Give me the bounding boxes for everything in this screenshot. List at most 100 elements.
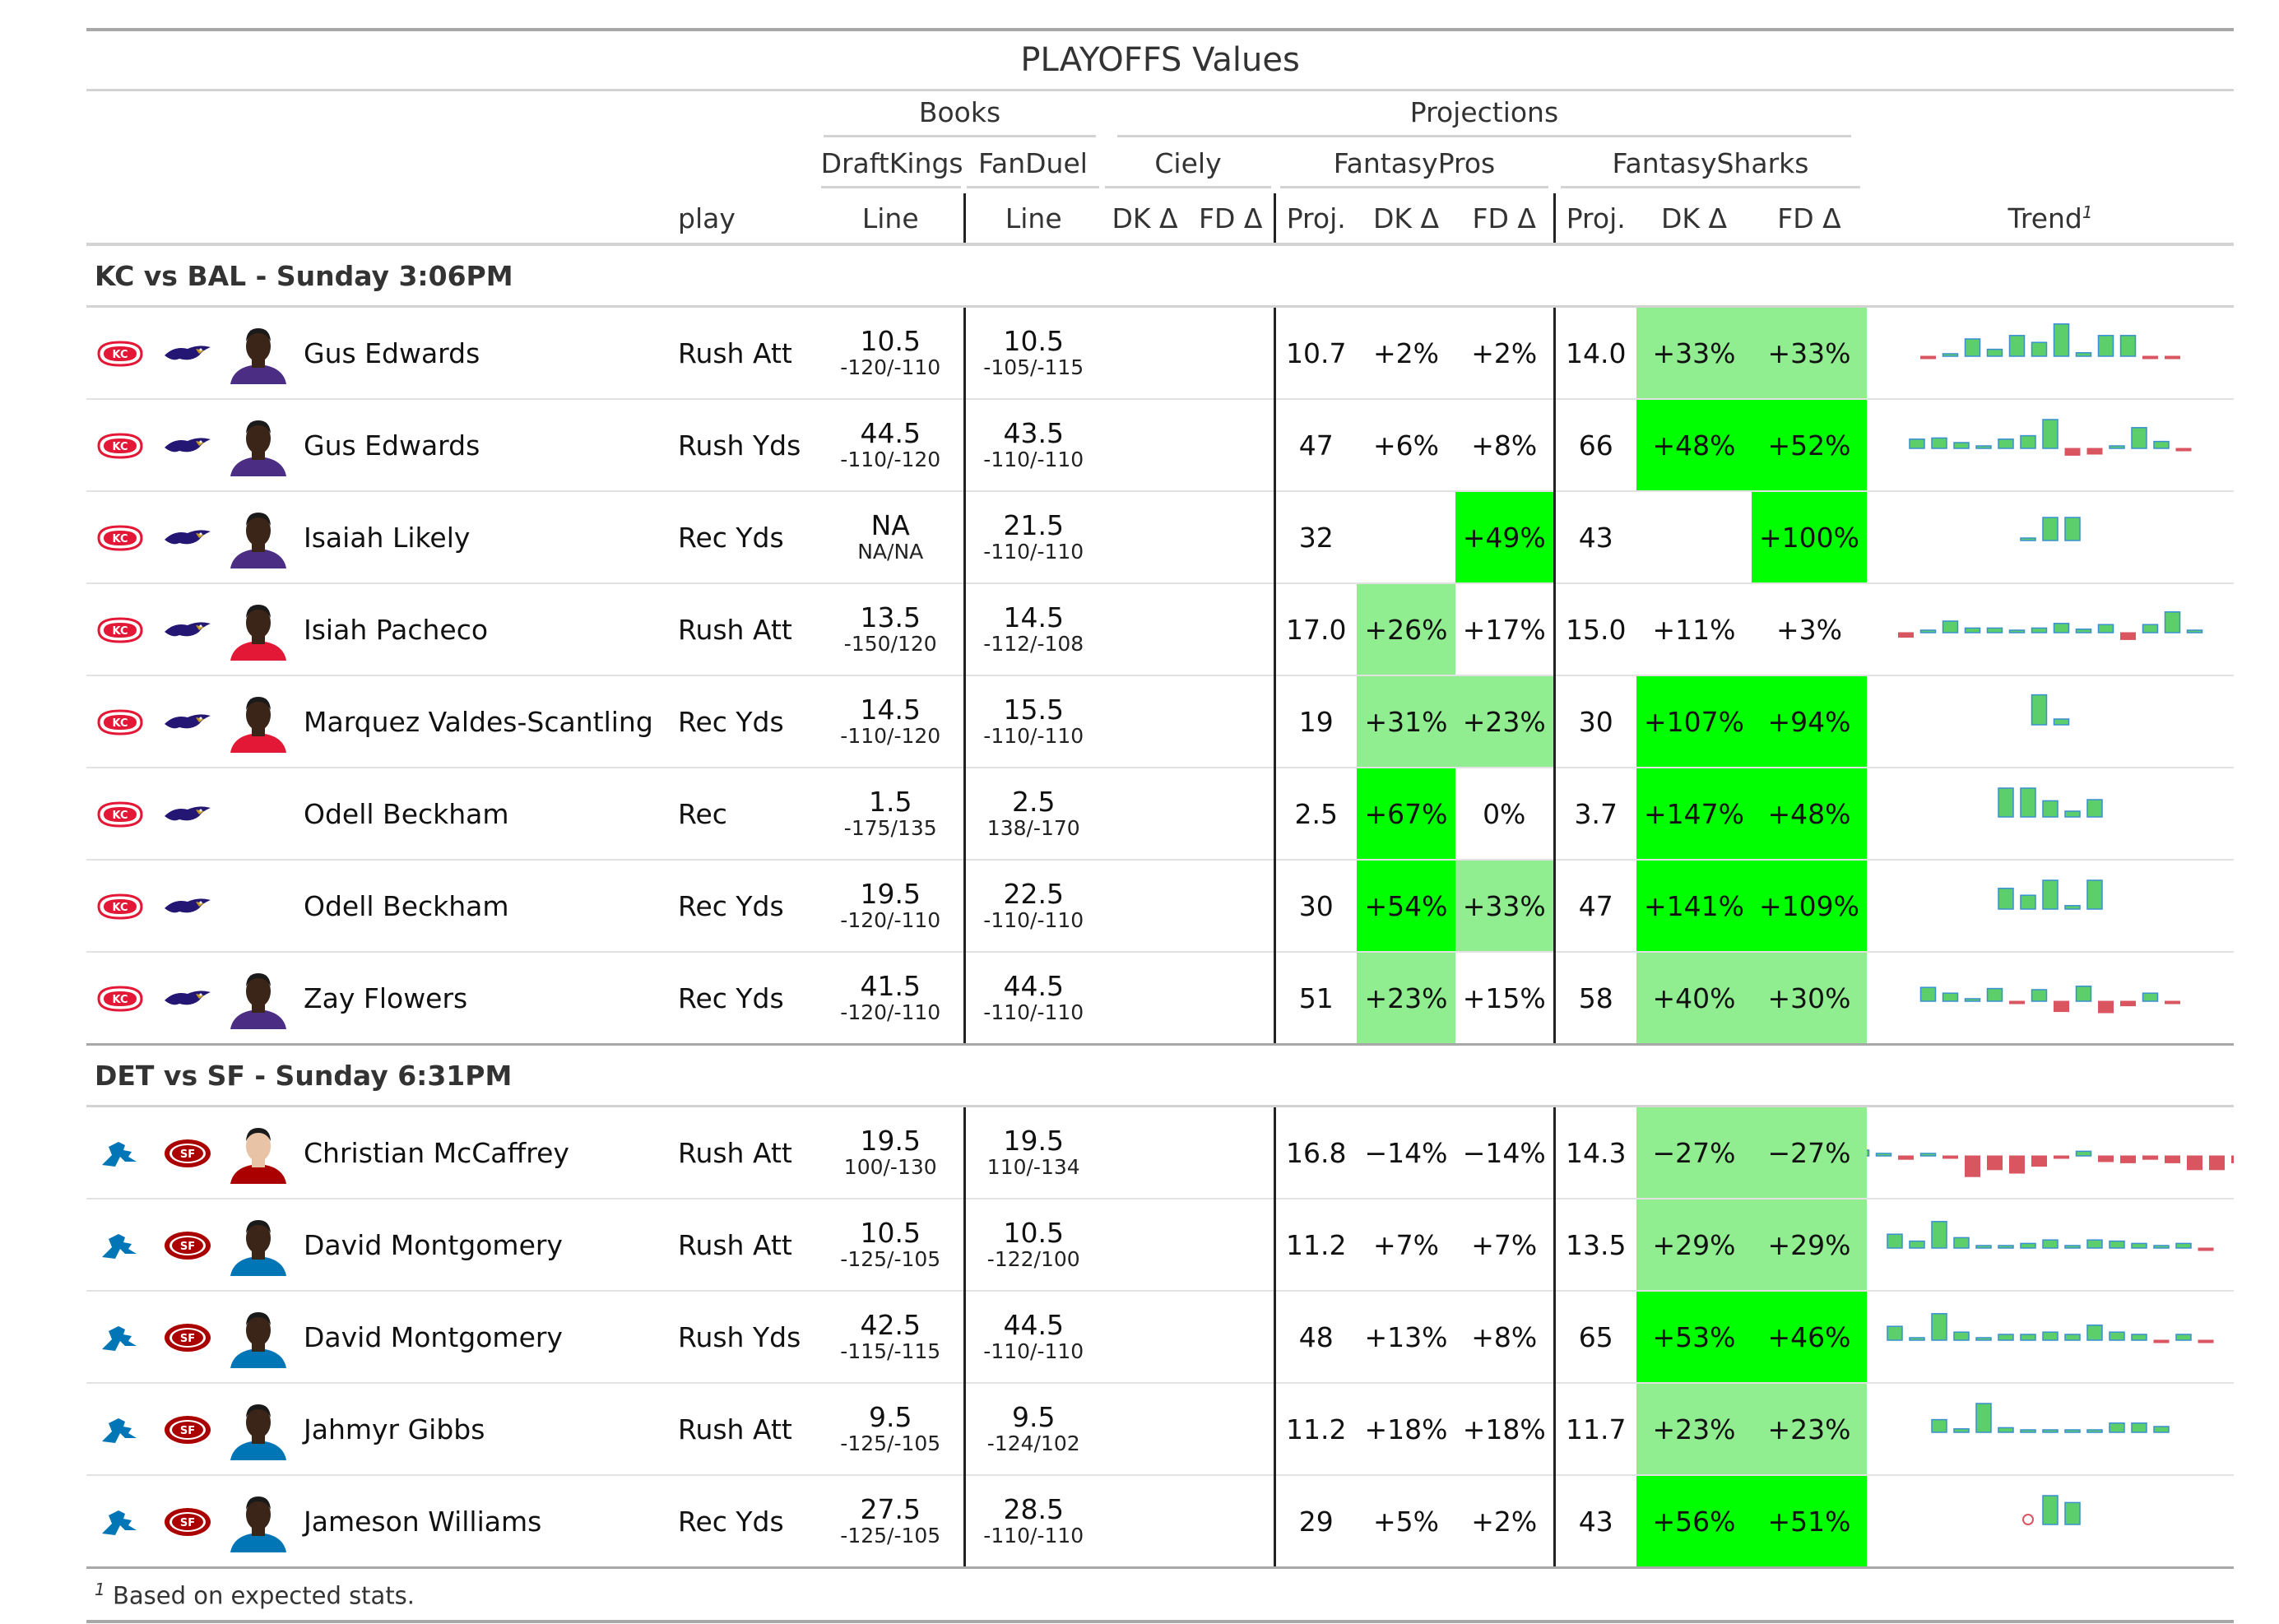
fp-fd-delta: +49% (1455, 491, 1554, 584)
col-header-fs-fd: FD Δ (1752, 193, 1867, 246)
svg-text:KC: KC (112, 533, 128, 545)
svg-text:SF: SF (180, 1425, 195, 1437)
col-header-play: play (670, 193, 818, 246)
fd-line-cell: 43.5 -110/-110 (963, 399, 1102, 492)
fd-line: 15.5 (1003, 694, 1064, 726)
fs-dk-delta: +23% (1636, 1383, 1752, 1476)
trend-sparkline (2031, 694, 2070, 726)
fd-line-cell: 15.5 -110/-110 (963, 675, 1102, 768)
fd-odds: -110/-110 (983, 540, 1084, 564)
col-header-dk-line: Line (818, 193, 964, 246)
col-header-fp-fd: FD Δ (1455, 193, 1554, 246)
player-name: Marquez Valdes-Scantling (295, 675, 670, 768)
trend-cell (1867, 1383, 2235, 1476)
trend-bar (1942, 620, 1959, 633)
dk-line-cell: NA NA/NA (818, 491, 964, 584)
fp-fd-delta: +2% (1455, 306, 1554, 400)
player-photo-icon (230, 1496, 286, 1552)
trend-bar (2042, 1239, 2059, 1249)
fs-proj: 47 (1553, 860, 1636, 953)
trend-cell (1867, 491, 2235, 584)
table-row: KC Isiah Pacheco Rush Att 13.5 -150/120 14.5-… (86, 583, 2235, 676)
player-name: Gus Edwards (295, 399, 670, 492)
trend-bar (2008, 629, 2026, 633)
trend-bar (2064, 1429, 2081, 1433)
chiefs-logo-icon: KC (97, 986, 143, 1012)
ciely-dk-delta (1102, 768, 1188, 861)
trend-sparkline (1898, 611, 2203, 640)
dk-line-cell: 42.5 -115/-115 (818, 1291, 964, 1384)
trend-sparkline (1920, 323, 2181, 360)
trend-bar (2020, 1429, 2036, 1433)
team-logo-cell (86, 1475, 154, 1569)
trend-bar (2042, 1429, 2059, 1433)
trend-bar (2031, 694, 2048, 726)
player-photo-icon (230, 420, 286, 476)
table-row: SF Jahmyr Gibbs Rush Att 9.5 -125/-105 9.5 -12… (86, 1383, 2235, 1476)
player-name: Isiah Pacheco (295, 583, 670, 676)
player-photo-cell (221, 860, 295, 953)
fp-proj: 47 (1273, 399, 1357, 492)
fd-line: 19.5 (1003, 1125, 1064, 1158)
col-header-trend: Trend1 (1867, 193, 2235, 246)
ravens-logo-icon (165, 991, 211, 1005)
svg-text:KC: KC (112, 441, 128, 453)
trend-bar (2064, 905, 2081, 910)
team-logo-cell (154, 583, 221, 676)
svg-text:SF: SF (180, 1241, 195, 1253)
play-type: Rec Yds (670, 491, 818, 584)
trend-bar (1909, 1337, 1925, 1341)
trend-sparkline (1867, 1149, 2235, 1177)
dk-line: 19.5 (860, 1125, 921, 1158)
trend-bar (1931, 1221, 1947, 1249)
dk-odds: -115/-115 (840, 1339, 941, 1364)
fd-odds: -105/-115 (983, 355, 1084, 380)
trend-bar (2153, 440, 2170, 449)
trend-bar (2175, 1334, 2192, 1341)
trend-cell (1867, 675, 2235, 768)
trend-bar (2209, 1155, 2226, 1171)
play-type: Rush Att (670, 1383, 818, 1476)
ciely-fd-delta (1188, 1199, 1274, 1292)
trend-bar (2064, 1334, 2081, 1341)
fp-dk-delta: +18% (1357, 1383, 1455, 1476)
team-logo-cell: KC (86, 306, 154, 400)
col-header-fp-dk: DK Δ (1357, 193, 1455, 246)
fd-line: 28.5 (1003, 1493, 1064, 1526)
fp-fd-delta: +8% (1455, 1291, 1554, 1384)
col-header-fp-proj: Proj. (1273, 193, 1357, 246)
ravens-logo-icon (165, 806, 211, 821)
ciely-fd-delta (1188, 399, 1274, 492)
fd-line: 44.5 (1003, 1309, 1064, 1342)
trend-bar (2086, 1325, 2103, 1341)
trend-bar (1931, 1313, 1947, 1341)
trend-cell (1867, 1475, 2235, 1569)
trend-bar (2054, 1155, 2070, 1159)
trend-bar (2031, 989, 2048, 1002)
trend-sparkline (1931, 1403, 2170, 1433)
player-photo-icon (230, 1312, 286, 1368)
trend-bar (2054, 1000, 2070, 1013)
lions-logo-icon (102, 1418, 137, 1443)
trend-bar (2064, 448, 2081, 456)
trend-bar (2053, 623, 2070, 633)
ciely-fd-delta (1188, 675, 1274, 768)
player-photo-cell (221, 768, 295, 861)
player-photo-cell (221, 306, 295, 400)
player-name: Jahmyr Gibbs (295, 1383, 670, 1476)
player-name: Jameson Williams (295, 1475, 670, 1569)
trend-cell (1867, 860, 2235, 953)
trend-bar (2042, 517, 2059, 541)
trend-bar (2042, 419, 2059, 449)
fp-proj: 10.7 (1273, 306, 1357, 400)
play-type: Rush Yds (670, 399, 818, 492)
fs-dk-delta: +48% (1636, 399, 1752, 492)
spanner-projections: Projections (1102, 90, 1867, 143)
fd-odds: -110/-110 (983, 448, 1084, 472)
trend-bar (1975, 1403, 1992, 1433)
team-logo-cell: KC (86, 399, 154, 492)
team-logo-cell (154, 675, 221, 768)
trend-bar (2198, 1339, 2214, 1343)
fd-odds: -110/-110 (983, 724, 1084, 749)
dk-line: 13.5 (860, 601, 921, 634)
